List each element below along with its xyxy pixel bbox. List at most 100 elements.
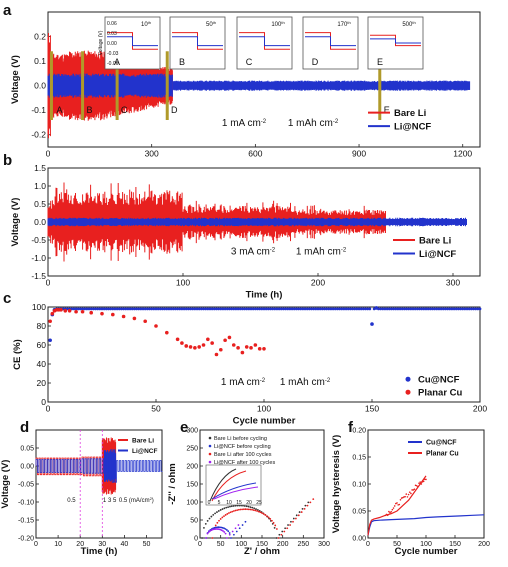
panel-c-point-cu-ncf [217,307,221,311]
panel-e-point-bare-li-before [249,506,252,508]
panel-b-ytick-label: 1.5 [34,163,46,173]
panel-c-point-cu-ncf [426,307,430,311]
panel-c-point-cu-ncf [156,307,160,311]
panel-d-xtick-label: 30 [98,541,106,548]
panel-e-legend-swatch [208,436,212,440]
panel-c-point-cu-ncf [199,307,203,311]
panel-c-point-cu-ncf [141,307,145,311]
panel-c-point-cu-ncf [448,307,452,311]
panel-c-point-cu-ncf [316,307,320,311]
superscript: th [281,20,284,25]
panel-e-point-li-ncf-after [207,531,210,533]
panel-c-point-cu-ncf [459,307,462,311]
panel-e-point-li-ncf-before [244,520,247,523]
panel-f-ytick-label: 0.20 [352,427,366,434]
panel-c-point-cu-ncf [301,307,305,311]
panel-a-inset-cycle-label: 10th [141,20,151,29]
panel-e-point-bare-li-after [211,537,214,539]
panel-e-point-bare-li-before [227,506,230,508]
panel-b-legend-entry: Li@NCF [419,249,456,260]
panel-a-xtick-label: 1200 [453,149,472,159]
panel-c-point-cu-ncf [253,307,257,311]
panel-c-point-cu-ncf [230,307,234,311]
panel-c-point-cu-ncf [163,307,167,311]
panel-e-ytick-label: 300 [186,427,198,434]
panel-c-point-cu-ncf [333,307,337,311]
panel-c-point-cu-ncf [411,307,415,311]
panel-c-point-cu-ncf [342,307,346,311]
panel-c-ytick-label: 40 [37,359,47,369]
panel-c-xtick-label: 200 [473,404,487,414]
panel-c-point-cu-ncf [374,306,379,310]
panel-f-point-planar-cu [396,502,398,504]
rate-label-close: ) [152,498,154,504]
panel-f-point-planar-cu [422,480,425,483]
panel-c-point-cu-ncf [366,307,370,311]
panel-a-ytick-label: 0.0 [34,81,46,91]
panel-e-point-bare-li-before [278,533,281,536]
panel-c-point-cu-ncf [450,307,454,311]
panel-c-point-planar-cu [193,346,197,350]
panel-e-point-bare-li-after [297,514,300,517]
panel-c-point-cu-ncf [228,307,231,311]
panel-a-marker-bar [81,51,85,120]
panel-a-marker-label: B [87,105,93,115]
panel-e-point-bare-li-before [216,511,218,513]
panel-b-ytick-label: -0.5 [31,235,46,245]
panel-c-point-cu-ncf [174,307,177,311]
panel-c-point-cu-ncf [329,307,333,311]
panel-a-legend-entry: Li@NCF [394,121,431,132]
panel-c-point-planar-cu [48,319,52,324]
panel-e-point-li-ncf-after [214,528,217,530]
panel-c-point-cu-ncf [446,307,449,311]
panel-e-point-bare-li-after [251,508,253,511]
panel-c-point-cu-ncf [413,307,417,311]
panel-e-point-bare-li-after [277,537,280,539]
panel-e-point-bare-li-after [239,508,242,511]
panel-c-point-cu-ncf [249,307,253,311]
panel-a-marker-label: E [384,105,390,115]
panel-e-point-bare-li-after [223,515,225,518]
panel-d-ytick-label: -0.05 [18,481,34,488]
panel-f-point-planar-cu [412,489,415,491]
panel-e-legend-entry: Bare Li after 100 cycles [214,452,272,458]
panel-a-xtick-label: 900 [352,149,366,159]
panel-a-inset-ytick-label: 0.06 [107,21,117,27]
panel-a-marker-bar [165,51,169,120]
panel-c-point-cu-ncf [143,307,147,311]
panel-a-inset-cycle-label: 170th [337,20,350,29]
panel-f-point-planar-cu [425,478,427,481]
panel-e-point-bare-li-before [243,505,246,507]
panel-e-point-bare-li-before [245,505,248,508]
panel-f-point-planar-cu [398,503,401,506]
panel-f-xlabel: Cycle number [395,546,458,557]
panel-e-point-li-ncf-before [227,530,230,533]
panel-b-xlabel: Time (h) [246,290,283,301]
panel-e-point-bare-li-after [264,514,267,516]
panel-e-point-bare-li-after [249,508,252,511]
panel-e-point-bare-li-after [256,510,258,512]
panel-c-point-cu-ncf [385,307,389,311]
panel-f-xtick-label: 200 [478,541,490,548]
panel-e-point-bare-li-after [229,511,232,514]
panel-f-point-planar-cu [395,502,397,505]
panel-c-point-cu-ncf [219,307,223,311]
panel-d-rate-label: 1 [103,498,107,504]
panel-c-point-cu-ncf [109,307,113,311]
panel-e-point-bare-li-before [219,509,222,511]
panel-e-point-li-ncf-after [222,530,224,532]
panel-c-point-cu-ncf [236,307,240,311]
panel-e-xtick-label: 0 [198,541,202,548]
panel-e-point-li-ncf-after [228,533,231,536]
panel-e-point-bare-li-before [217,510,220,512]
panel-e-point-bare-li-after [226,513,229,515]
panel-e-point-bare-li-after [259,511,262,514]
panel-c-point-cu-ncf [148,307,151,311]
panel-e-inset-xtick-label: 5 [218,500,221,506]
panel-e-point-bare-li-before [204,522,207,525]
panel-d-rate-label: 5 [113,498,117,504]
panel-a-inset-li-ncf-trace [172,36,223,47]
panel-b-series-li-ncf [47,217,467,227]
panel-e-point-bare-li-after [312,498,315,501]
panel-e-point-bare-li-after [275,528,278,530]
